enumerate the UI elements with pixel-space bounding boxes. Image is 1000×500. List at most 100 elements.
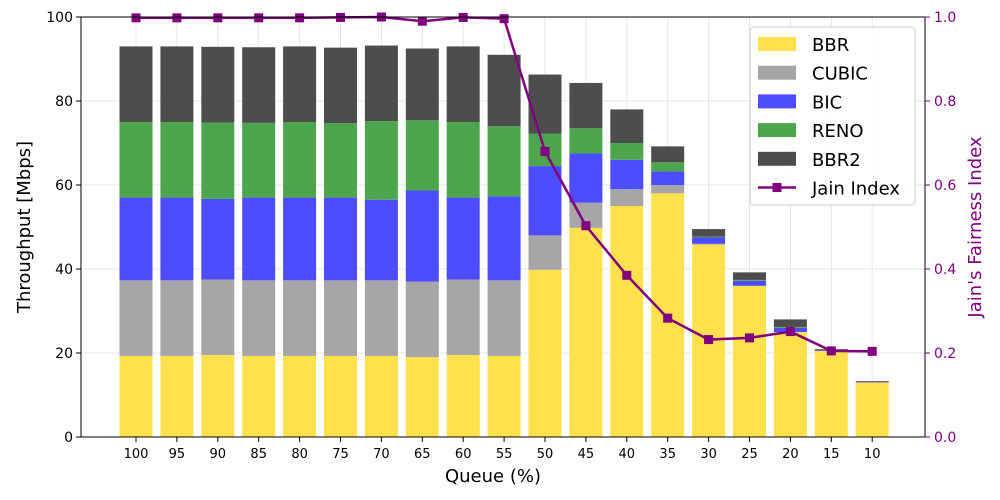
bar-bbr2-20	[773, 319, 807, 327]
bar-cubic-30	[692, 243, 726, 245]
x-tick-label: 50	[537, 447, 554, 462]
bar-bbr-15	[814, 350, 848, 437]
legend: BBR CUBIC BIC RENO BBR2 Jain Index	[749, 26, 916, 206]
bar-cubic-35	[651, 185, 685, 194]
bars	[119, 45, 889, 437]
y-axis-title: Throughput [Mbps]	[14, 141, 35, 314]
bar-reno-100	[119, 122, 153, 198]
x-tick-label: 45	[578, 447, 595, 462]
y-tick-label: 0	[64, 430, 73, 446]
x-axis-title: Queue (%)	[445, 466, 541, 487]
bar-bbr-85	[242, 355, 276, 437]
jain-index-point-30	[704, 335, 714, 345]
bar-bbr2-85	[242, 47, 276, 123]
bar-bic-95	[160, 197, 194, 281]
jain-index-point-90	[213, 13, 223, 23]
bar-bbr-10	[855, 382, 889, 437]
bar-bbr-25	[733, 285, 766, 437]
bar-bic-35	[651, 171, 685, 185]
y-right-tick-label: 0.8	[934, 94, 956, 110]
bar-bbr-20	[773, 332, 807, 437]
legend-swatch-reno	[758, 123, 796, 138]
x-tick-label: 70	[373, 447, 390, 462]
bar-bbr-100	[119, 355, 153, 437]
jain-index-point-95	[172, 13, 182, 23]
jain-index-point-40	[622, 270, 632, 280]
x-tick-label: 55	[496, 447, 513, 462]
bar-cubic-95	[160, 280, 194, 356]
bar-cubic-80	[283, 280, 317, 356]
bar-reno-65	[405, 120, 439, 191]
jain-index-point-25	[745, 333, 754, 343]
legend-label-bic: BIC	[812, 92, 842, 113]
bar-reno-85	[242, 122, 276, 198]
bar-bbr2-45	[569, 82, 603, 129]
bar-bbr2-65	[405, 48, 439, 121]
y-tick-label: 100	[46, 10, 73, 26]
jain-index-point-20	[785, 327, 795, 337]
bar-reno-95	[160, 122, 194, 198]
jain-index-point-100	[131, 13, 141, 23]
x-tick-label: 85	[250, 447, 267, 462]
bar-bbr2-80	[283, 46, 317, 122]
x-tick-label: 90	[210, 447, 227, 462]
y-tick-label: 40	[55, 262, 73, 278]
x-tick-label: 15	[823, 447, 840, 462]
bar-bbr2-95	[160, 46, 194, 122]
bar-reno-60	[446, 122, 480, 198]
plot-frame	[80, 16, 926, 438]
bar-bbr2-30	[692, 229, 726, 237]
bar-cubic-85	[242, 280, 276, 356]
bar-bbr-45	[569, 227, 603, 437]
x-tick-label: 80	[291, 447, 308, 462]
bar-bbr2-75	[324, 47, 357, 124]
legend-marker-jain-index	[772, 183, 782, 192]
x-tick-label: 30	[700, 447, 717, 462]
jain-index-point-80	[295, 13, 305, 23]
bar-bbr2-50	[528, 74, 562, 134]
x-tick-label: 40	[619, 447, 636, 462]
bar-bbr-90	[201, 355, 235, 437]
x-tick-label: 65	[414, 447, 431, 462]
bar-bic-40	[610, 159, 644, 190]
bar-bbr2-55	[487, 54, 521, 127]
x-tick-label: 35	[659, 447, 676, 462]
x-tick-label: 20	[782, 447, 799, 462]
bar-bbr2-70	[364, 45, 398, 122]
bar-bbr2-10	[855, 381, 889, 382]
bar-bbr-65	[405, 357, 439, 437]
legend-label-bbr2: BBR2	[812, 150, 861, 171]
bar-reno-90	[201, 122, 235, 199]
bar-bbr-60	[446, 355, 480, 437]
bar-cubic-55	[487, 280, 521, 356]
axes: 0 20 40 60 80 100 0.0 0.2 0.4 0.6 0.8 1.0 100 95 90 85 8…	[14, 10, 986, 487]
bar-cubic-40	[610, 189, 644, 206]
bar-bbr2-25	[733, 272, 766, 280]
x-tick-label: 75	[332, 447, 349, 462]
bar-bbr-75	[324, 355, 357, 437]
bar-cubic-100	[119, 280, 153, 356]
bar-cubic-75	[324, 280, 357, 356]
bar-cubic-60	[446, 279, 480, 356]
jain-index-point-85	[254, 13, 264, 23]
bar-bbr-55	[487, 355, 521, 437]
y-right-tick-label: 0.6	[934, 178, 956, 194]
bar-cubic-90	[201, 279, 235, 356]
legend-swatch-cubic	[758, 65, 796, 80]
bar-cubic-65	[405, 281, 439, 358]
bar-reno-80	[283, 122, 317, 198]
bar-bbr2-90	[201, 46, 235, 123]
x-tick-label: 10	[864, 447, 881, 462]
bar-bbr2-100	[119, 46, 153, 122]
bar-reno-75	[324, 123, 357, 198]
bar-cubic-50	[528, 235, 562, 270]
jain-index-point-55	[499, 14, 509, 24]
bar-bbr2-35	[651, 146, 685, 163]
y-right-tick-label: 1.0	[934, 10, 956, 26]
bar-bbr2-60	[446, 46, 480, 122]
x-tick-label: 25	[741, 447, 758, 462]
bar-bbr-95	[160, 355, 194, 437]
bar-bic-60	[446, 197, 480, 280]
bar-bic-55	[487, 196, 521, 281]
bar-reno-35	[651, 162, 685, 172]
